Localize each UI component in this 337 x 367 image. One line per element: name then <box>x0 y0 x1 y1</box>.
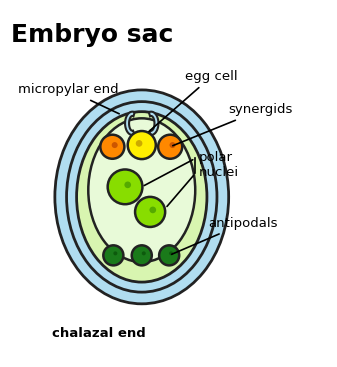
Circle shape <box>132 245 152 265</box>
Ellipse shape <box>76 112 207 282</box>
Circle shape <box>170 142 176 148</box>
Circle shape <box>124 182 131 188</box>
Ellipse shape <box>88 118 195 262</box>
Text: Embryo sac: Embryo sac <box>11 23 174 47</box>
Ellipse shape <box>76 112 207 282</box>
PathPatch shape <box>125 112 135 135</box>
Circle shape <box>169 251 173 255</box>
Circle shape <box>159 245 179 265</box>
Text: antipodals: antipodals <box>172 217 278 254</box>
Circle shape <box>136 140 143 147</box>
Circle shape <box>158 135 182 159</box>
Ellipse shape <box>55 90 229 304</box>
Circle shape <box>100 135 124 159</box>
PathPatch shape <box>149 112 158 135</box>
Ellipse shape <box>67 102 217 292</box>
Text: chalazal end: chalazal end <box>52 327 145 341</box>
Circle shape <box>108 170 143 204</box>
Circle shape <box>149 207 156 213</box>
Ellipse shape <box>67 102 217 292</box>
Circle shape <box>112 142 118 148</box>
Text: micropylar end: micropylar end <box>18 83 119 114</box>
Circle shape <box>103 245 123 265</box>
Text: polar
nuclei: polar nuclei <box>198 151 239 179</box>
Text: synergids: synergids <box>173 103 293 146</box>
Circle shape <box>135 197 165 227</box>
Text: egg cell: egg cell <box>149 70 238 131</box>
Circle shape <box>142 251 146 255</box>
Circle shape <box>113 251 117 255</box>
Circle shape <box>128 131 156 159</box>
